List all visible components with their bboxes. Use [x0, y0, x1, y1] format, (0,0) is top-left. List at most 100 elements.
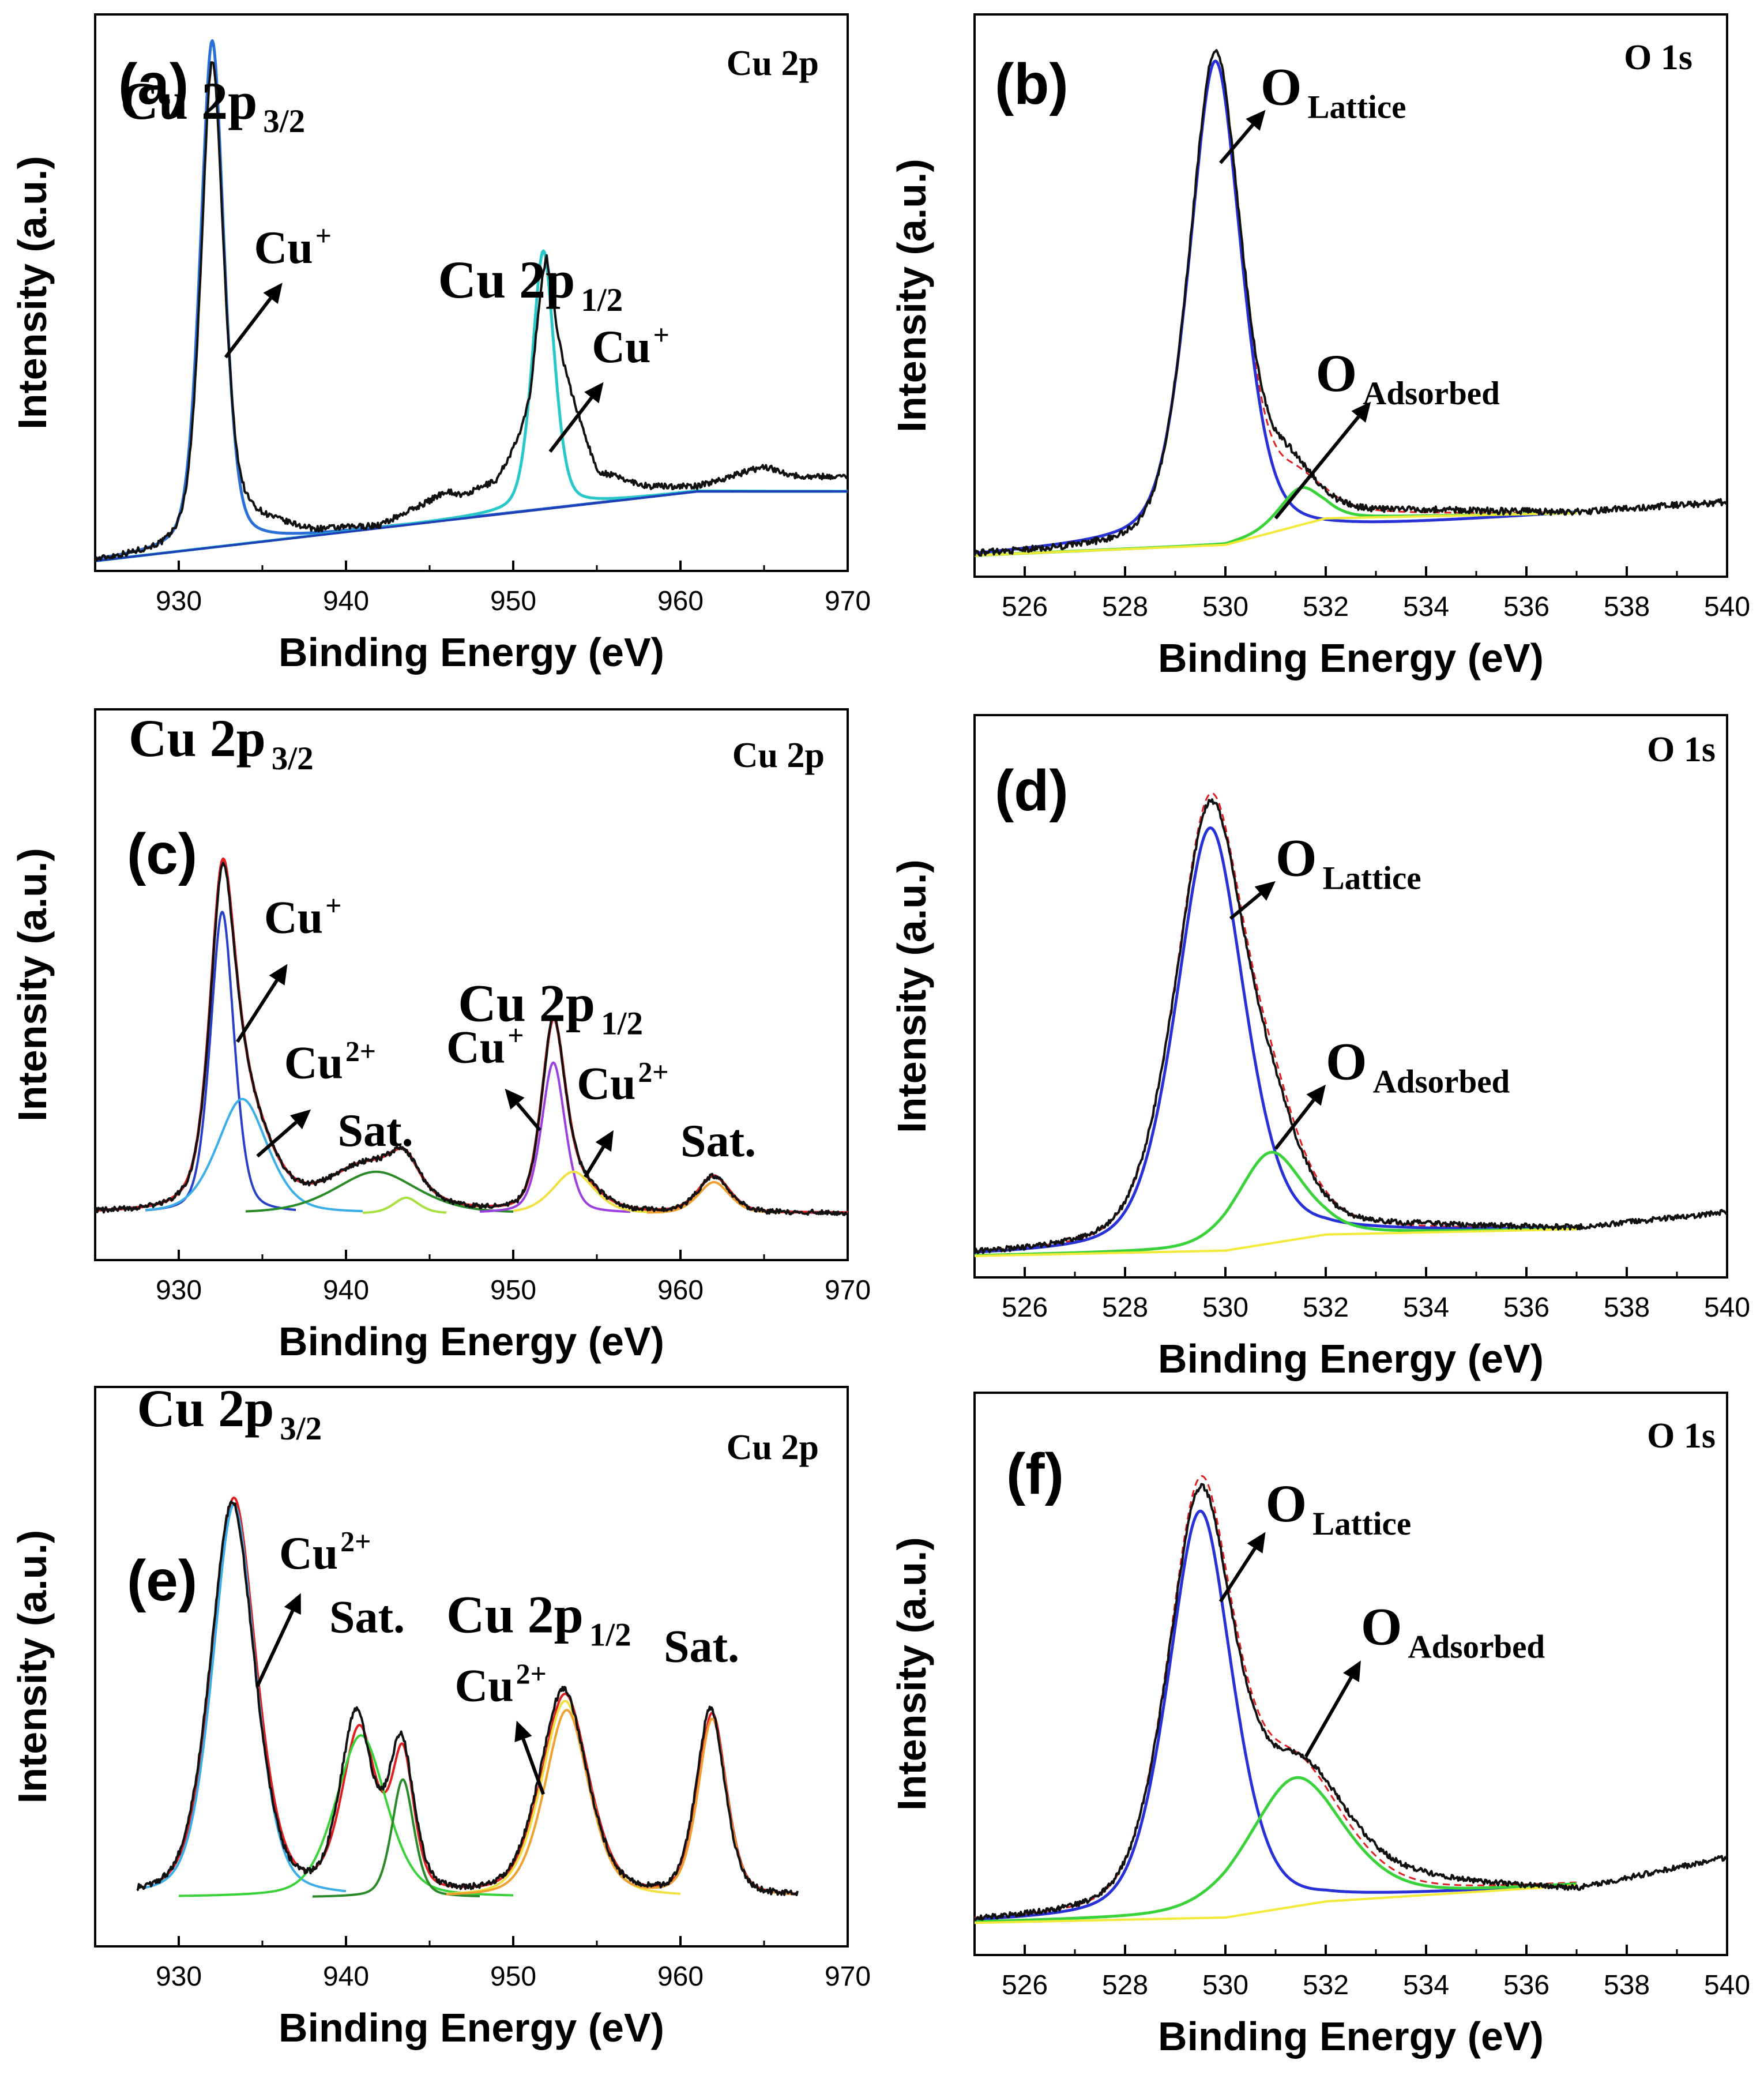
peak-annotation: Cu+: [592, 319, 670, 373]
annotation-text: Sat.: [664, 1621, 739, 1672]
series-experimental: [973, 798, 1728, 1254]
annotation-arrow: [1218, 1547, 1257, 1603]
annotation-arrow: [256, 1121, 298, 1158]
plot-frame: [973, 13, 1728, 578]
series-experimental: [136, 1500, 799, 1896]
x-tick-label: 528: [1102, 592, 1148, 622]
peak-annotation: Sat.: [329, 1592, 405, 1642]
annotation-text: Cu 2p: [121, 72, 258, 130]
annotation-subscript: Adsorbed: [1363, 375, 1500, 412]
annotation-arrowhead: [1351, 401, 1371, 423]
y-axis-label: Intensity (a.u.): [10, 1530, 55, 1803]
annotation-arrow: [548, 396, 593, 453]
peak-annotation: Sat.: [338, 1106, 413, 1156]
annotation-text: Sat.: [680, 1116, 756, 1167]
peak-annotation: O Lattice: [1276, 829, 1421, 897]
plot-frame: [973, 714, 1728, 1279]
annotation-arrowhead: [1254, 881, 1276, 901]
x-tick-label: 538: [1604, 1292, 1650, 1323]
y-axis-label: Intensity (a.u.): [10, 848, 55, 1121]
annotation-arrowhead: [584, 382, 604, 404]
panel-label: (c): [127, 822, 197, 886]
peak-annotation: Cu2+: [455, 1658, 547, 1711]
peak-annotation: Cu2+: [284, 1035, 376, 1088]
series-cu2-2p3-2: [144, 1097, 364, 1213]
series-background: [95, 490, 848, 562]
annotation-superscript: 2+: [638, 1056, 668, 1088]
annotation-text: O: [1266, 1474, 1307, 1533]
annotation-subscript: 1/2: [601, 1006, 643, 1042]
annotation-arrowhead: [595, 1130, 614, 1152]
series-o-lattice: [974, 1509, 1577, 1921]
x-tick-label: 530: [1202, 592, 1248, 622]
annotation-text: Cu: [455, 1661, 514, 1712]
annotation-arrow: [516, 1102, 541, 1131]
annotation-text: Cu: [284, 1038, 343, 1089]
annotation-arrowhead: [269, 964, 288, 986]
x-tick-label: 526: [1002, 1292, 1048, 1323]
annotation-arrow: [1229, 892, 1262, 920]
y-axis-label: Intensity (a.u.): [889, 1537, 934, 1810]
peak-annotation: O Adsorbed: [1361, 1597, 1545, 1665]
panel-a: 930 940 950 960 970 Binding Energy (eV) Intens…: [10, 13, 871, 675]
annotation-subscript: Lattice: [1307, 89, 1406, 125]
peak-annotation: Cu 2p 3/2: [121, 72, 306, 140]
spectrum-region-label: Cu 2p: [727, 1428, 819, 1467]
annotation-arrow: [1219, 123, 1254, 164]
annotation-superscript: +: [315, 220, 332, 251]
series-fit-envelope: [1250, 328, 1577, 514]
peak-annotation: O Adsorbed: [1316, 344, 1500, 412]
panel-label: (b): [995, 52, 1069, 116]
annotation-text: Cu: [446, 1022, 505, 1073]
x-axis-label: Binding Energy (eV): [279, 1319, 664, 1364]
annotation-superscript: 2+: [340, 1525, 371, 1557]
series-cu-2p1-2: [479, 1061, 631, 1213]
panel-f: 526 528 530 532 534 536 538 540 Binding Energy (…: [889, 1392, 1750, 2059]
spectrum-region-label: O 1s: [1624, 38, 1692, 77]
y-axis-label: Intensity (a.u.): [889, 859, 934, 1133]
panel-e: 930 940 950 960 970 Binding Energy (eV) Intens…: [10, 1379, 871, 2050]
spectrum-region-label: O 1s: [1647, 1416, 1716, 1456]
y-axis-label: Intensity (a.u.): [10, 156, 55, 429]
peak-annotation: Cu 2p 1/2: [438, 250, 623, 318]
annotation-subscript: Lattice: [1312, 1506, 1411, 1542]
x-tick-label: 534: [1403, 592, 1449, 622]
x-tick-label: 532: [1303, 1970, 1349, 2001]
annotation-subscript: 1/2: [589, 1616, 631, 1653]
annotation-arrowhead: [1246, 110, 1266, 131]
series-o-lattice: [974, 826, 1577, 1254]
x-tick-label: 532: [1303, 592, 1349, 622]
plot-frame: [94, 13, 849, 572]
series-sat-2: [362, 1196, 447, 1214]
series-background: [974, 512, 1577, 557]
annotation-text: Cu 2p: [137, 1379, 274, 1438]
annotation-arrowhead: [1343, 1660, 1361, 1682]
annotation-arrow: [1274, 415, 1360, 520]
series-cu2-2p1-2: [512, 1170, 665, 1214]
x-tick-label: 536: [1503, 1970, 1549, 2001]
annotation-text: Sat.: [338, 1106, 413, 1156]
x-tick-label: 538: [1604, 1970, 1650, 2001]
x-axis-label: Binding Energy (eV): [1158, 2014, 1544, 2059]
x-tick-label: 930: [156, 1961, 202, 1992]
x-tick-label: 960: [657, 586, 704, 616]
x-tick-label: 536: [1503, 592, 1549, 622]
series-experimental: [94, 61, 848, 563]
x-tick-label: 940: [323, 1961, 369, 1992]
spectrum-region-label: Cu 2p: [732, 736, 825, 775]
x-tick-label: 534: [1403, 1292, 1449, 1323]
annotation-arrowhead: [505, 1088, 525, 1110]
peak-annotation: Cu+: [446, 1020, 524, 1073]
x-tick-label: 532: [1303, 1292, 1349, 1323]
x-tick-label: 950: [490, 1961, 536, 1992]
annotation-subscript: 3/2: [272, 740, 314, 777]
series-cu2-2p1-2: [445, 1700, 682, 1896]
x-tick-label: 528: [1102, 1292, 1148, 1323]
x-tick-label: 540: [1704, 1970, 1750, 2001]
annotation-arrow: [1304, 1676, 1353, 1758]
series-background: [974, 1884, 1577, 1924]
x-tick-label: 528: [1102, 1970, 1148, 2001]
x-tick-label: 526: [1002, 1970, 1048, 2001]
plot-frame: [94, 708, 849, 1261]
